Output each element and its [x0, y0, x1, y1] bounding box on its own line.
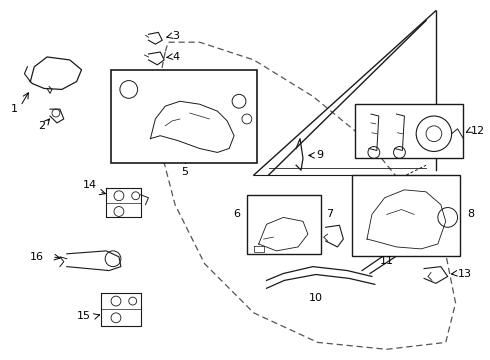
Text: 12: 12: [471, 126, 486, 136]
Text: 11: 11: [380, 256, 393, 266]
Text: 3: 3: [172, 31, 179, 41]
Text: 9: 9: [316, 150, 323, 161]
Text: 15: 15: [76, 311, 91, 321]
FancyBboxPatch shape: [111, 70, 257, 163]
Text: 14: 14: [82, 180, 97, 190]
Text: 10: 10: [309, 293, 323, 303]
FancyBboxPatch shape: [355, 104, 464, 158]
Text: 2: 2: [39, 121, 46, 131]
Text: 1: 1: [11, 104, 18, 114]
Text: 16: 16: [30, 252, 44, 262]
Text: 13: 13: [458, 269, 471, 279]
Text: 4: 4: [172, 52, 179, 62]
FancyBboxPatch shape: [352, 175, 461, 256]
Text: 8: 8: [467, 210, 474, 220]
FancyBboxPatch shape: [247, 195, 321, 254]
Text: 7: 7: [326, 210, 333, 220]
Text: 5: 5: [181, 167, 188, 177]
Text: 6: 6: [234, 210, 241, 220]
